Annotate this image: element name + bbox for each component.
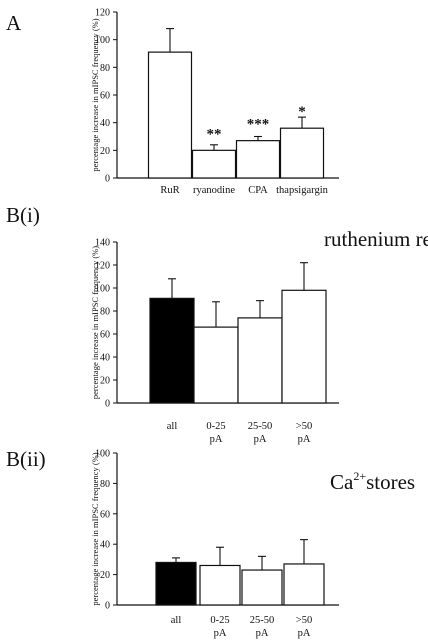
category-label: all — [171, 615, 182, 626]
category-label-line: 0-25 — [210, 615, 229, 626]
category-label: CPA — [248, 185, 268, 196]
bar — [199, 564, 241, 606]
bar — [191, 149, 237, 179]
bar — [281, 289, 327, 404]
annotation-ca-rest: stores — [366, 470, 415, 494]
category-label-line: all — [171, 615, 182, 626]
y-axis-label: percentage increase in mIPSC frequency (… — [90, 452, 100, 605]
bar — [279, 127, 325, 179]
y-tick-label: 0 — [105, 174, 110, 185]
y-tick-label: 80 — [100, 63, 110, 74]
panel-b2: B(ii) Ca2+stores 0 20 40 60 80 100percentage … — [6, 447, 415, 639]
panel-b1: B(i) ruthenium red 0 20 40 60 80 100 120 140per… — [6, 203, 428, 445]
category-label-line: thapsigargin — [276, 185, 328, 196]
category-label: >50 pA — [296, 421, 312, 445]
category-label: all — [167, 421, 178, 432]
category-label: 0-25 pA — [206, 421, 225, 445]
category-label: thapsigargin — [276, 185, 328, 196]
y-axis-label: percentage increase in mIPSC frequency (… — [90, 18, 100, 171]
annotation-ca-base: Ca — [330, 470, 354, 494]
y-tick-label: 120 — [95, 8, 110, 19]
category-label-line: 25-50 — [248, 421, 273, 432]
y-tick-label: 20 — [100, 146, 110, 157]
significance-marker: *** — [247, 117, 270, 133]
y-tick-label: 40 — [100, 118, 110, 129]
y-tick-label: 60 — [100, 330, 110, 341]
y-tick-label: 0 — [105, 399, 110, 410]
panel-label-a: A — [6, 11, 22, 35]
bar — [237, 317, 283, 404]
category-label: >50 pA — [296, 615, 312, 639]
y-axis-label: percentage increase in mIPSC frequency (… — [90, 246, 100, 399]
category-label: 25-50 pA — [250, 615, 275, 639]
y-tick-label: 100 — [95, 284, 110, 295]
y-tick-label: 20 — [100, 376, 110, 387]
bar — [155, 561, 197, 606]
panel-label-b1: B(i) — [6, 203, 40, 227]
category-label-line: ryanodine — [193, 185, 235, 196]
annotation-ruthenium-red: ruthenium red — [324, 227, 428, 251]
category-label-line: CPA — [248, 185, 268, 196]
y-tick-label: 100 — [95, 449, 110, 460]
y-tick-label: 140 — [95, 238, 110, 249]
category-label-line: >50 — [296, 615, 312, 626]
category-label-line: pA — [254, 434, 267, 445]
bar — [283, 563, 325, 606]
category-label-line: RuR — [160, 185, 179, 196]
y-tick-label: 20 — [100, 570, 110, 581]
y-tick-label: 80 — [100, 479, 110, 490]
category-label-line: 0-25 — [206, 421, 225, 432]
y-tick-label: 0 — [105, 601, 110, 612]
category-label-line: pA — [214, 628, 227, 639]
category-label-line: pA — [210, 434, 223, 445]
bar — [241, 569, 283, 606]
category-label-line: 25-50 — [250, 615, 275, 626]
category-label: 0-25 pA — [210, 615, 229, 639]
annotation-ca-sup: 2+ — [353, 469, 366, 483]
bar — [149, 297, 195, 404]
category-label: 25-50 pA — [248, 421, 273, 445]
y-tick-label: 40 — [100, 540, 110, 551]
category-label: ryanodine — [193, 185, 235, 196]
annotation-ca-stores: Ca2+stores — [330, 469, 415, 494]
significance-marker: ** — [207, 126, 222, 142]
bar — [235, 140, 281, 179]
category-label-line: all — [167, 421, 178, 432]
y-tick-label: 100 — [95, 35, 110, 46]
category-label: RuR — [160, 185, 179, 196]
bar — [193, 326, 239, 404]
y-tick-label: 60 — [100, 509, 110, 520]
y-tick-label: 80 — [100, 307, 110, 318]
category-label-line: pA — [298, 628, 311, 639]
y-tick-label: 40 — [100, 353, 110, 364]
category-label-line: pA — [256, 628, 269, 639]
category-label-line: >50 — [296, 421, 312, 432]
panel-label-b2: B(ii) — [6, 447, 46, 471]
category-label-line: pA — [298, 434, 311, 445]
y-tick-label: 120 — [95, 261, 110, 272]
y-tick-label: 60 — [100, 91, 110, 102]
significance-marker: * — [298, 104, 306, 120]
bar — [147, 51, 193, 179]
